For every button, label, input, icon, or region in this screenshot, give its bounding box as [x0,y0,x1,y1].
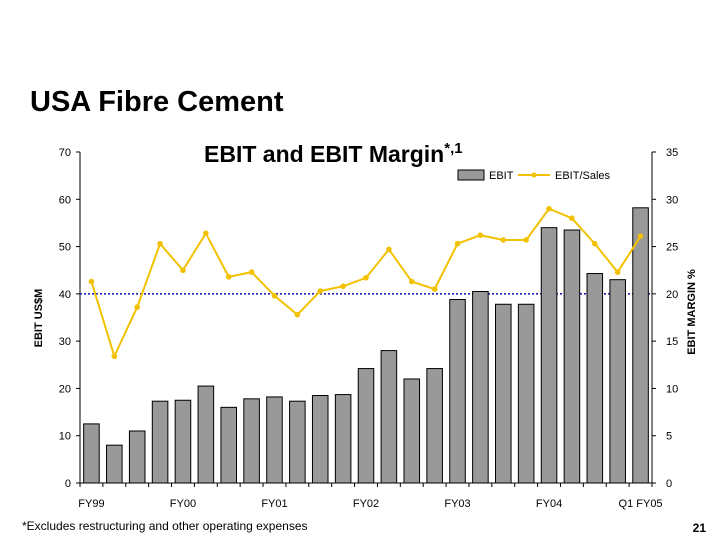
point-ebit-sales [317,288,324,294]
bar-ebit [609,279,626,484]
y2-tick-label: 35 [666,147,678,159]
bar-ebit [106,444,123,484]
y2-tick-label: 15 [666,336,678,348]
bar-ebit [311,395,329,484]
y-tick-label: 0 [65,478,71,490]
bar-ebit [266,396,283,484]
y2-tick-label: 25 [666,242,678,254]
plot-area: 0 10 20 30 40 50 60 70 0 5 10 15 20 25 30 35 FY99 FY00 FY0… [59,147,679,510]
bar-ebit [83,423,100,484]
point-ebit-sales [523,237,529,243]
point-ebit-sales [111,353,118,360]
point-ebit-sales [592,240,598,247]
footnote: *Excludes restructuring and other operat… [22,519,308,533]
point-ebit-sales [637,233,644,239]
bar-ebit [197,385,215,484]
bar-ebit [449,299,466,484]
y2-axis-title: EBIT MARGIN % [686,269,698,355]
point-ebit-sales [546,205,552,212]
bar-ebit [151,400,169,484]
bar-ebit [632,207,649,484]
y-tick-label: 30 [59,336,71,348]
bar-ebit [380,350,398,484]
bar-ebit [174,399,192,484]
chart-title-superscript: *,1 [444,140,462,157]
point-ebit-sales [431,286,438,292]
bar-ebit [517,303,535,484]
bar-ebit [586,273,604,484]
legend: EBIT EBIT/Sales [457,169,611,182]
legend-marker-ebit-sales [531,172,537,178]
point-ebit-sales [271,292,278,299]
y-axis-title: EBIT US$M [33,289,45,348]
y2-tick-label: 10 [666,383,678,395]
y-tick-label: 40 [59,289,71,301]
point-ebit-sales [203,230,209,237]
y-tick-label: 70 [59,147,71,159]
y-tick-label: 20 [59,383,71,395]
x-tick-label: FY00 [170,498,196,510]
bar-ebit [128,430,146,484]
page-number: 21 [692,521,706,535]
point-ebit-sales [294,311,301,318]
point-ebit-sales [363,274,369,281]
legend-label-ebit-sales: EBIT/Sales [555,170,611,182]
bar-ebit [426,368,443,484]
y2-tick-label: 30 [666,194,678,206]
point-ebit-sales [180,267,186,274]
x-tick-label: FY04 [536,498,562,510]
bar-ebit [563,229,581,484]
point-ebit-sales [408,278,415,285]
legend-swatch-ebit [457,169,485,181]
point-ebit-sales [88,278,95,285]
bar-ebit [540,227,558,484]
point-ebit-sales [477,232,484,239]
bar-ebit [334,394,352,484]
x-tick-label: FY01 [261,498,287,510]
point-ebit-sales [248,269,255,275]
bar-ebit [220,406,237,484]
point-ebit-sales [500,237,507,243]
bar-ebit [243,398,260,484]
x-tick-label: FY03 [444,498,470,510]
bar-ebit [403,378,421,484]
point-ebit-sales [386,246,392,253]
bar-ebit [495,303,512,484]
bar-ebit [472,290,489,484]
y-tick-label: 50 [59,242,71,254]
bar-ebit [289,400,306,484]
page-title: USA Fibre Cement [30,86,284,118]
point-ebit-sales [157,240,163,247]
point-ebit-sales [454,240,461,247]
point-ebit-sales [569,215,575,221]
chart-title: EBIT and EBIT Margin*,1 [204,140,463,167]
x-tick-label: FY02 [353,498,379,510]
x-tick-label: Q1 FY05 [619,498,663,510]
point-ebit-sales [134,304,140,310]
y-tick-label: 60 [59,194,71,206]
point-ebit-sales [225,274,232,280]
bar-ebit [357,368,375,484]
y2-tick-label: 5 [666,431,672,443]
x-tick-label: FY99 [78,498,104,510]
y2-tick-label: 0 [666,478,672,490]
y-tick-label: 10 [59,431,71,443]
point-ebit-sales [614,269,621,275]
line-ebit-sales [90,207,642,360]
point-ebit-sales [340,283,346,290]
legend-label-ebit: EBIT [489,170,514,182]
y2-tick-label: 20 [666,289,678,301]
